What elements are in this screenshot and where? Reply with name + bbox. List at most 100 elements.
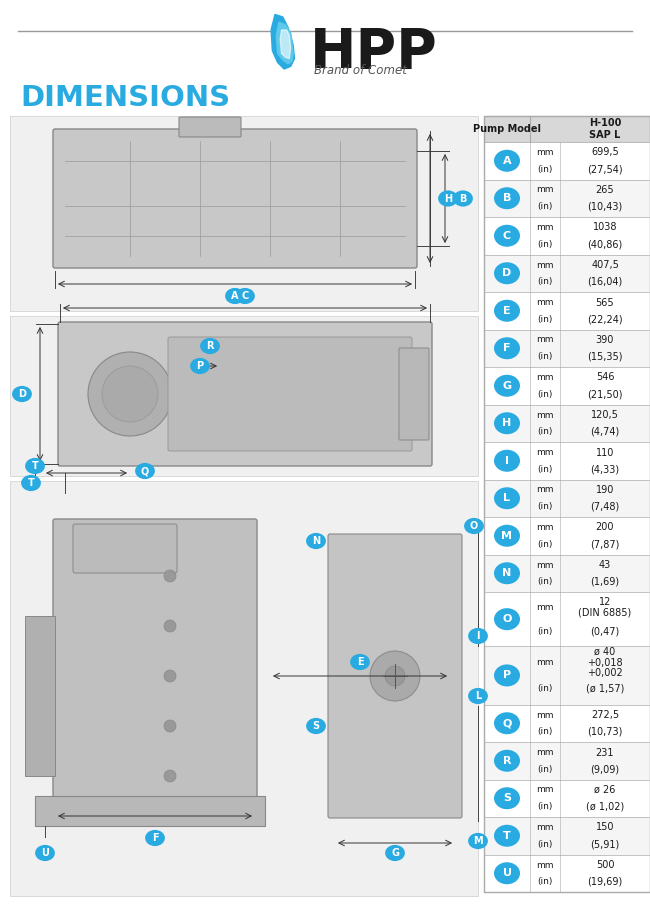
Bar <box>484 554 650 592</box>
Bar <box>484 255 650 292</box>
Text: 272,5: 272,5 <box>591 710 619 720</box>
FancyBboxPatch shape <box>399 348 429 440</box>
Polygon shape <box>276 23 293 63</box>
Text: (in): (in) <box>538 577 552 586</box>
Ellipse shape <box>494 449 520 472</box>
Circle shape <box>88 352 172 436</box>
Text: G: G <box>502 381 512 390</box>
Circle shape <box>164 670 176 682</box>
Text: G: G <box>391 848 399 858</box>
Ellipse shape <box>494 608 520 631</box>
Bar <box>35 796 265 826</box>
Text: R: R <box>502 756 512 766</box>
Text: O: O <box>502 614 512 624</box>
Text: mm: mm <box>536 748 554 757</box>
Ellipse shape <box>135 463 155 479</box>
Text: 120,5: 120,5 <box>591 410 619 420</box>
Text: (in): (in) <box>538 277 552 286</box>
Text: (in): (in) <box>538 315 552 323</box>
Text: Q: Q <box>141 466 149 476</box>
Text: ø 26: ø 26 <box>594 785 616 795</box>
Text: mm: mm <box>536 223 554 232</box>
Text: mm: mm <box>536 523 554 532</box>
FancyBboxPatch shape <box>73 524 177 573</box>
Text: mm: mm <box>536 448 554 457</box>
FancyBboxPatch shape <box>179 117 241 137</box>
Circle shape <box>370 651 420 701</box>
Ellipse shape <box>25 458 45 474</box>
Ellipse shape <box>494 300 520 322</box>
Text: (5,91): (5,91) <box>590 839 619 850</box>
Text: D: D <box>502 268 512 278</box>
Bar <box>484 442 650 479</box>
Text: mm: mm <box>536 298 554 307</box>
Text: (9,09): (9,09) <box>590 765 619 775</box>
Ellipse shape <box>494 863 520 884</box>
Text: (in): (in) <box>538 765 552 774</box>
Text: M: M <box>473 836 483 846</box>
Ellipse shape <box>453 190 473 207</box>
Text: mm: mm <box>536 602 554 612</box>
Text: O: O <box>470 521 478 531</box>
Ellipse shape <box>190 358 210 374</box>
FancyBboxPatch shape <box>328 534 462 818</box>
Text: Pump Model: Pump Model <box>473 124 541 134</box>
Bar <box>10 481 478 896</box>
Text: (27,54): (27,54) <box>587 164 623 174</box>
Text: (15,35): (15,35) <box>587 352 623 361</box>
Text: B: B <box>503 193 511 203</box>
Circle shape <box>164 770 176 782</box>
Text: P: P <box>196 361 203 371</box>
Ellipse shape <box>468 628 488 644</box>
Ellipse shape <box>306 718 326 734</box>
Text: 390: 390 <box>596 335 614 345</box>
Text: (in): (in) <box>538 728 552 737</box>
Text: (in): (in) <box>538 684 552 693</box>
Text: 43: 43 <box>599 560 611 570</box>
Text: H-100
SAP L: H-100 SAP L <box>589 118 621 140</box>
Ellipse shape <box>468 688 488 704</box>
Circle shape <box>385 666 405 686</box>
Text: ø 40
+0,018
+0,002: ø 40 +0,018 +0,002 <box>587 647 623 679</box>
Text: S: S <box>503 794 511 804</box>
Text: T: T <box>27 478 34 488</box>
Text: mm: mm <box>536 561 554 570</box>
Bar <box>484 646 650 705</box>
Text: (1,69): (1,69) <box>590 577 619 587</box>
Circle shape <box>164 620 176 632</box>
Text: L: L <box>504 493 510 503</box>
Text: S: S <box>313 721 320 731</box>
Text: H: H <box>444 194 452 204</box>
Text: (19,69): (19,69) <box>588 877 623 887</box>
Text: mm: mm <box>536 710 554 719</box>
FancyBboxPatch shape <box>168 337 412 451</box>
Text: (7,48): (7,48) <box>590 502 619 512</box>
Text: Brand of Comet: Brand of Comet <box>314 64 407 78</box>
Text: 699,5: 699,5 <box>591 148 619 158</box>
Text: (10,43): (10,43) <box>588 202 623 212</box>
Bar <box>484 592 650 646</box>
Text: A: A <box>231 291 239 301</box>
Text: (40,86): (40,86) <box>588 239 623 249</box>
Text: N: N <box>312 536 320 546</box>
Ellipse shape <box>494 412 520 434</box>
Text: R: R <box>206 341 214 351</box>
Text: DIMENSIONS: DIMENSIONS <box>20 84 230 112</box>
Text: T: T <box>503 831 511 841</box>
Circle shape <box>164 720 176 732</box>
Text: 565: 565 <box>595 297 614 307</box>
Text: mm: mm <box>536 373 554 382</box>
Text: E: E <box>503 305 511 316</box>
Bar <box>484 404 650 442</box>
Text: (in): (in) <box>538 390 552 399</box>
Ellipse shape <box>235 288 255 304</box>
Ellipse shape <box>494 563 520 584</box>
Text: (in): (in) <box>538 428 552 437</box>
Text: M: M <box>502 531 512 541</box>
Bar <box>484 367 650 404</box>
Text: (10,73): (10,73) <box>588 727 623 737</box>
Bar <box>484 705 650 742</box>
Text: (in): (in) <box>538 877 552 886</box>
Ellipse shape <box>494 824 520 847</box>
Ellipse shape <box>438 190 458 207</box>
